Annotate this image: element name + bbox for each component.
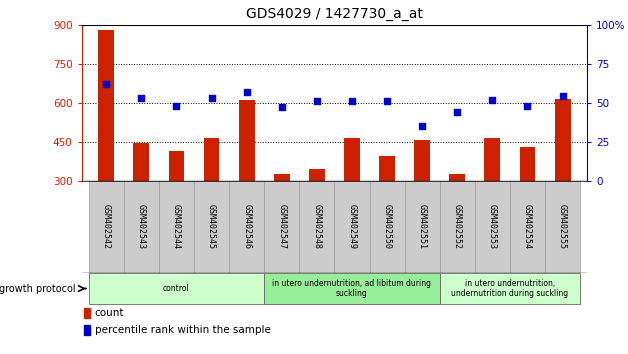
- Point: [452, 109, 462, 115]
- Bar: [89, 273, 264, 304]
- Text: control: control: [163, 284, 190, 293]
- Point: [312, 98, 322, 104]
- Point: [417, 123, 427, 129]
- Text: GSM402555: GSM402555: [558, 204, 567, 249]
- Bar: [404, 181, 440, 273]
- Bar: [239, 100, 254, 181]
- Point: [207, 95, 217, 101]
- Text: count: count: [95, 308, 124, 318]
- Bar: [475, 181, 510, 273]
- Bar: [369, 181, 404, 273]
- Point: [242, 89, 252, 95]
- Text: GSM402546: GSM402546: [242, 204, 251, 249]
- Bar: [89, 181, 124, 273]
- Point: [382, 98, 392, 104]
- Text: GSM402554: GSM402554: [523, 204, 532, 249]
- Bar: [168, 151, 185, 181]
- Text: GSM402543: GSM402543: [137, 204, 146, 249]
- Text: percentile rank within the sample: percentile rank within the sample: [95, 325, 271, 335]
- Bar: [440, 181, 475, 273]
- Bar: [133, 143, 149, 181]
- Bar: [84, 325, 90, 335]
- Bar: [344, 138, 360, 181]
- Point: [171, 103, 181, 109]
- Bar: [159, 181, 194, 273]
- Point: [558, 93, 568, 99]
- Bar: [203, 138, 219, 181]
- Bar: [309, 169, 325, 181]
- Bar: [519, 147, 536, 181]
- Text: in utero undernutrition, ad libitum during
suckling: in utero undernutrition, ad libitum duri…: [273, 279, 431, 298]
- Bar: [124, 181, 159, 273]
- Bar: [450, 174, 465, 181]
- Bar: [545, 181, 580, 273]
- Text: GSM402542: GSM402542: [102, 204, 111, 249]
- Bar: [379, 156, 395, 181]
- Text: GSM402552: GSM402552: [453, 204, 462, 249]
- Bar: [555, 99, 570, 181]
- Text: GSM402547: GSM402547: [277, 204, 286, 249]
- Bar: [84, 308, 90, 318]
- Bar: [334, 181, 369, 273]
- Text: GSM402553: GSM402553: [488, 204, 497, 249]
- Bar: [229, 181, 264, 273]
- Bar: [484, 138, 501, 181]
- Title: GDS4029 / 1427730_a_at: GDS4029 / 1427730_a_at: [246, 7, 423, 21]
- Point: [277, 104, 287, 110]
- Text: GSM402548: GSM402548: [312, 204, 322, 249]
- Bar: [510, 181, 545, 273]
- Text: GSM402549: GSM402549: [347, 204, 357, 249]
- Bar: [300, 181, 334, 273]
- Text: GSM402545: GSM402545: [207, 204, 216, 249]
- Text: growth protocol: growth protocol: [0, 284, 75, 293]
- Bar: [99, 30, 114, 181]
- Bar: [264, 181, 300, 273]
- Bar: [414, 140, 430, 181]
- Text: GSM402551: GSM402551: [418, 204, 426, 249]
- Point: [101, 81, 111, 87]
- Point: [522, 103, 533, 109]
- Bar: [264, 273, 440, 304]
- Text: GSM402550: GSM402550: [382, 204, 392, 249]
- Text: in utero undernutrition,
undernutrition during suckling: in utero undernutrition, undernutrition …: [452, 279, 568, 298]
- Point: [487, 97, 497, 102]
- Point: [347, 98, 357, 104]
- Bar: [194, 181, 229, 273]
- Point: [136, 95, 146, 101]
- Bar: [274, 174, 290, 181]
- Text: GSM402544: GSM402544: [172, 204, 181, 249]
- Bar: [440, 273, 580, 304]
